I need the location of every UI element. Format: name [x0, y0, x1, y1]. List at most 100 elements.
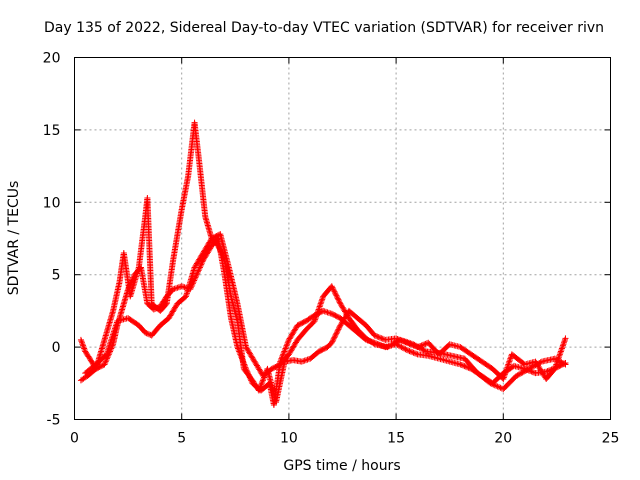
- plus-marker: [162, 301, 169, 308]
- plus-marker: [81, 345, 88, 352]
- plus-marker: [378, 335, 385, 342]
- plus-marker: [558, 346, 565, 353]
- plus-marker: [501, 373, 508, 380]
- plus-marker: [314, 310, 321, 317]
- plus-marker: [522, 367, 529, 374]
- plus-marker: [280, 351, 287, 358]
- plus-marker: [457, 361, 464, 368]
- plus-marker: [417, 345, 424, 352]
- chart-title: Day 135 of 2022, Sidereal Day-to-day VTE…: [44, 20, 604, 36]
- plus-marker: [554, 357, 561, 364]
- plus-marker: [332, 331, 339, 338]
- plus-marker: [335, 326, 342, 333]
- plus-marker: [218, 249, 225, 256]
- plus-marker: [557, 358, 564, 365]
- plus-marker: [494, 383, 501, 390]
- plus-marker: [556, 352, 563, 359]
- plus-marker: [255, 387, 262, 394]
- plus-marker: [393, 339, 400, 346]
- plus-marker: [559, 360, 566, 367]
- plus-marker: [329, 284, 336, 291]
- plus-marker: [504, 362, 511, 369]
- plus-marker: [328, 283, 335, 290]
- plus-marker: [517, 370, 524, 377]
- plus-marker: [560, 341, 567, 348]
- plus-marker: [77, 336, 84, 343]
- plus-marker: [411, 350, 418, 357]
- y-tick-label: -5: [47, 413, 61, 429]
- plus-marker: [496, 384, 503, 391]
- plus-marker: [487, 380, 494, 387]
- plus-marker: [409, 349, 416, 356]
- plus-marker: [318, 297, 325, 304]
- plus-marker: [80, 344, 87, 351]
- plus-marker: [379, 335, 386, 342]
- plus-marker: [334, 293, 341, 300]
- plus-marker: [78, 338, 85, 345]
- plus-marker: [513, 373, 520, 380]
- plus-marker: [524, 366, 531, 373]
- plus-marker: [506, 357, 513, 364]
- plus-marker: [81, 346, 88, 353]
- plus-marker: [385, 343, 392, 350]
- plus-marker: [334, 295, 341, 302]
- plus-marker: [283, 342, 290, 349]
- plus-marker: [336, 297, 343, 304]
- plus-marker: [312, 316, 319, 323]
- plus-marker: [561, 336, 568, 343]
- plus-marker: [144, 330, 151, 337]
- data-marks: [77, 119, 569, 409]
- grid: [74, 57, 611, 420]
- y-tick-label: 20: [43, 51, 61, 67]
- plus-marker: [330, 285, 337, 292]
- plus-marker: [315, 306, 322, 313]
- plus-marker: [559, 342, 566, 349]
- plus-marker: [317, 302, 324, 309]
- plus-marker: [284, 339, 291, 346]
- plus-marker: [488, 380, 495, 387]
- plus-marker: [533, 361, 540, 368]
- plus-marker: [397, 343, 404, 350]
- plus-marker: [562, 335, 569, 342]
- plus-marker: [553, 356, 560, 363]
- plus-marker: [503, 367, 510, 374]
- plus-marker: [332, 333, 339, 340]
- y-tick-label: 5: [52, 268, 61, 284]
- plus-marker: [407, 348, 414, 355]
- plus-marker: [197, 263, 204, 270]
- plus-marker: [313, 312, 320, 319]
- axis-ticks: 0 5 10 15 20 25 -5 0 5 10 15 20: [43, 51, 620, 447]
- plus-marker: [518, 370, 525, 377]
- plus-marker: [536, 360, 543, 367]
- plus-marker: [553, 361, 560, 368]
- plus-marker: [490, 381, 497, 388]
- plus-marker: [331, 334, 338, 341]
- plus-marker: [401, 345, 408, 352]
- x-tick-label: 10: [280, 431, 298, 447]
- plus-marker: [390, 340, 397, 347]
- plus-marker: [535, 360, 542, 367]
- plus-marker: [464, 364, 471, 371]
- plus-marker: [334, 327, 341, 334]
- plus-marker: [405, 347, 412, 354]
- plus-marker: [544, 368, 551, 375]
- plus-marker: [419, 341, 426, 348]
- plus-marker: [501, 371, 508, 378]
- plus-marker: [199, 258, 206, 265]
- plus-marker: [257, 384, 264, 391]
- plus-marker: [215, 242, 222, 249]
- plus-marker: [543, 368, 550, 375]
- plus-marker: [493, 382, 500, 389]
- plus-marker: [555, 357, 562, 364]
- plus-marker: [504, 364, 511, 371]
- plus-marker: [196, 265, 203, 272]
- x-tick-label: 20: [494, 431, 512, 447]
- plus-marker: [312, 315, 319, 322]
- plus-marker: [392, 339, 399, 346]
- plus-marker: [552, 364, 559, 371]
- plus-marker: [505, 360, 512, 367]
- plus-marker: [317, 300, 324, 307]
- plus-marker: [328, 339, 335, 346]
- plus-marker: [528, 364, 535, 371]
